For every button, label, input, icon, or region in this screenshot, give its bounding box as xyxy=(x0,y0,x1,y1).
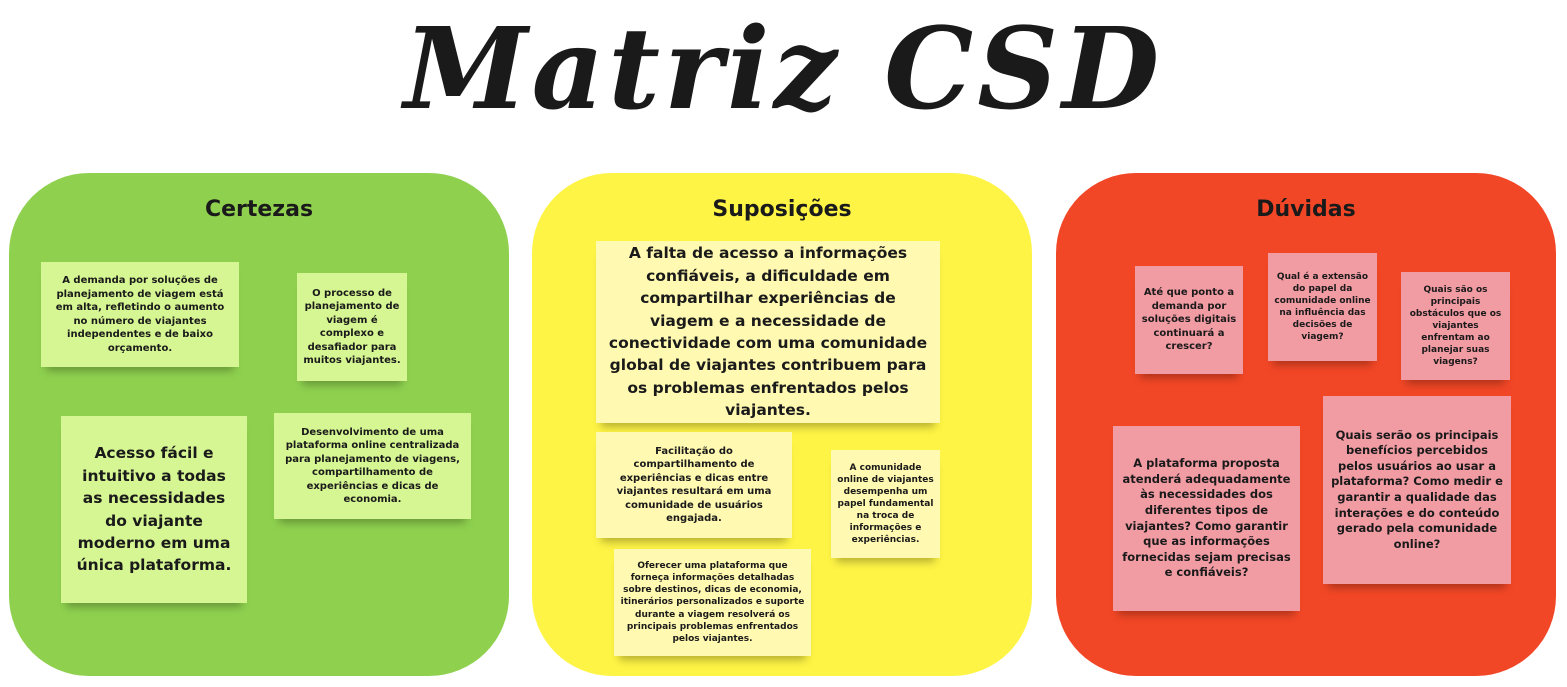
note-text: Quais serão os principais benefícios per… xyxy=(1331,427,1503,551)
sticky-note: Desenvolvimento de uma plataforma online… xyxy=(274,413,471,519)
sticky-note: Quais serão os principais benefícios per… xyxy=(1323,396,1511,584)
sticky-note: A falta de acesso a informações confiáve… xyxy=(596,241,940,423)
sticky-note: A plataforma proposta atenderá adequadam… xyxy=(1113,426,1300,611)
note-text: O processo de planejamento de viagem é c… xyxy=(303,287,401,367)
note-text: Quais são os principais obstáculos que o… xyxy=(1409,284,1502,368)
note-text: Oferecer uma plataforma que forneça info… xyxy=(620,561,805,644)
note-text: A demanda por soluções de planejamento d… xyxy=(55,275,225,354)
note-text: Desenvolvimento de uma plataforma online… xyxy=(285,426,460,506)
note-text: A comunidade online de viajantes desempe… xyxy=(837,462,934,546)
sticky-note: Até que ponto a demanda por soluções dig… xyxy=(1135,266,1243,374)
suposicoes-heading: Suposições xyxy=(712,197,852,222)
sticky-note: O processo de planejamento de viagem é c… xyxy=(297,273,407,381)
sticky-note: A comunidade online de viajantes desempe… xyxy=(831,450,940,558)
sticky-note: A demanda por soluções de planejamento d… xyxy=(41,262,239,367)
duvidas-heading: Dúvidas xyxy=(1256,197,1356,222)
sticky-note: Facilitação do compartilhamento de exper… xyxy=(596,432,792,538)
note-text: Acesso fácil e intuitivo a todas as nece… xyxy=(76,444,232,575)
note-text: Até que ponto a demanda por soluções dig… xyxy=(1141,287,1237,353)
note-text: A falta de acesso a informações confiáve… xyxy=(608,244,928,420)
sticky-note: Acesso fácil e intuitivo a todas as nece… xyxy=(61,416,247,603)
note-text: Qual é a extensão do papel da comunidade… xyxy=(1274,271,1371,343)
note-text: Facilitação do compartilhamento de exper… xyxy=(616,445,772,525)
note-text: A plataforma proposta atenderá adequadam… xyxy=(1122,456,1291,580)
sticky-note: Oferecer uma plataforma que forneça info… xyxy=(614,549,811,656)
page-title: Matriz CSD xyxy=(403,4,1164,135)
certezas-heading: Certezas xyxy=(204,197,314,222)
sticky-note: Quais são os principais obstáculos que o… xyxy=(1401,272,1510,380)
sticky-note: Qual é a extensão do papel da comunidade… xyxy=(1268,253,1377,361)
